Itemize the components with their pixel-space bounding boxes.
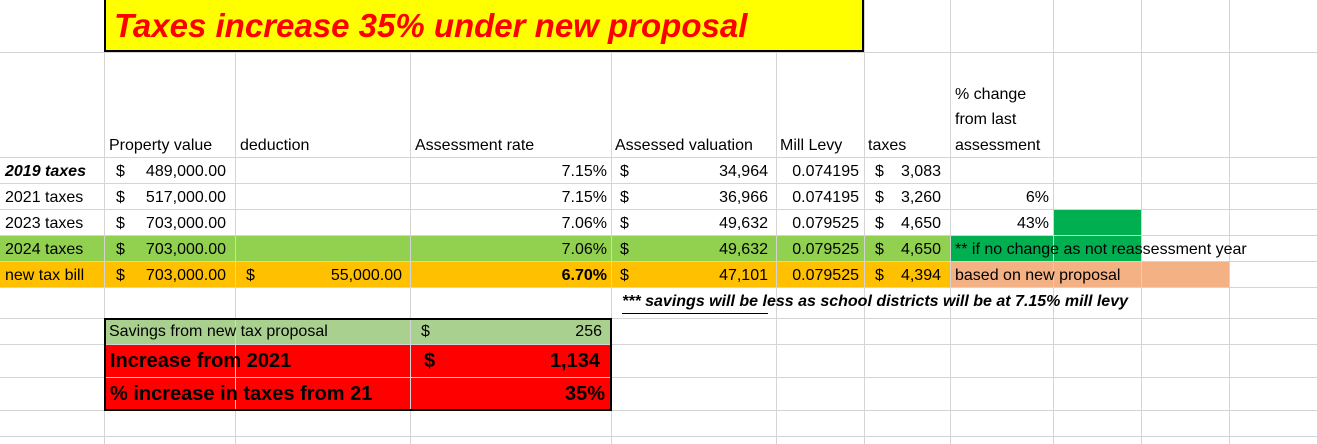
row-2024-fill <box>0 235 950 261</box>
cell-av-sym: $ <box>620 215 629 232</box>
row-label-2024[interactable]: 2024 taxes <box>5 241 84 258</box>
cell-taxes[interactable]: 4,394 <box>900 267 941 284</box>
header-pct-change-line1[interactable]: % change <box>955 86 1027 103</box>
cell-assessed-valuation[interactable]: 49,632 <box>719 215 768 232</box>
cell-pct-change[interactable]: 43% <box>1016 215 1049 232</box>
cell-property-value[interactable]: 703,000.00 <box>145 215 226 232</box>
cell-pv-sym: $ <box>116 267 125 284</box>
cell-taxes[interactable]: 3,083 <box>900 163 941 180</box>
row-label-2021[interactable]: 2021 taxes <box>5 189 84 206</box>
savings-value[interactable]: 256 <box>575 323 602 340</box>
row-label-new-tax-bill[interactable]: new tax bill <box>5 267 85 284</box>
header-assessment-rate[interactable]: Assessment rate <box>415 137 535 154</box>
cell-assessment-rate[interactable]: 6.70% <box>561 267 607 284</box>
cell-tax-sym: $ <box>875 241 884 258</box>
cell-property-value[interactable]: 703,000.00 <box>145 267 226 284</box>
pct-increase-value[interactable]: 35% <box>564 383 605 405</box>
cell-tax-sym: $ <box>875 267 884 284</box>
savings-fill <box>104 318 611 344</box>
cell-pv-sym: $ <box>116 241 125 258</box>
cell-pv-sym: $ <box>116 189 125 206</box>
row-2024-note-fill <box>950 235 1141 261</box>
cell-note-new[interactable]: based on new proposal <box>955 267 1121 284</box>
cell-assessment-rate[interactable]: 7.06% <box>561 241 607 258</box>
cell-assessed-valuation[interactable]: 47,101 <box>719 267 768 284</box>
cell-av-sym: $ <box>620 241 629 258</box>
cell-pv-sym: $ <box>116 163 125 180</box>
cell-av-sym: $ <box>620 189 629 206</box>
cell-av-sym: $ <box>620 267 629 284</box>
title-banner[interactable]: Taxes increase 35% under new proposal <box>104 0 864 52</box>
cell-assessed-valuation[interactable]: 49,632 <box>719 241 768 258</box>
cell-taxes[interactable]: 4,650 <box>900 241 941 258</box>
cell-tax-sym: $ <box>875 163 884 180</box>
cell-deduction[interactable]: 55,000.00 <box>330 267 402 284</box>
cell-mill-levy[interactable]: 0.074195 <box>792 163 859 180</box>
header-pct-change-line3: assessment <box>955 137 1041 154</box>
row-label-2023[interactable]: 2023 taxes <box>5 215 84 232</box>
page-title: Taxes increase 35% under new proposal <box>114 7 748 44</box>
cell-mill-levy[interactable]: 0.079525 <box>792 267 859 284</box>
cell-mill-levy[interactable]: 0.079525 <box>792 241 859 258</box>
footnote-underline <box>622 313 768 314</box>
cell-property-value[interactable]: 489,000.00 <box>145 163 226 180</box>
cell-av-sym: $ <box>620 163 629 180</box>
cell-taxes[interactable]: 3,260 <box>900 189 941 206</box>
cell-mill-levy[interactable]: 0.074195 <box>792 189 859 206</box>
header-mill-levy[interactable]: Mill Levy <box>780 137 843 154</box>
row-2023-green-cell <box>1053 209 1141 235</box>
increase-sym: $ <box>424 350 436 372</box>
header-deduction[interactable]: deduction <box>240 137 310 154</box>
row-label-2019[interactable]: 2019 taxes <box>5 163 86 180</box>
cell-property-value[interactable]: 517,000.00 <box>145 189 226 206</box>
cell-note-2024[interactable]: ** if no change as not reassessment year <box>955 241 1247 258</box>
cell-tax-sym: $ <box>875 215 884 232</box>
cell-tax-sym: $ <box>875 189 884 206</box>
cell-mill-levy[interactable]: 0.079525 <box>792 215 859 232</box>
header-taxes[interactable]: taxes <box>868 137 907 154</box>
cell-assessment-rate[interactable]: 7.15% <box>561 163 607 180</box>
cell-assessed-valuation[interactable]: 34,964 <box>719 163 768 180</box>
row-new-note-fill <box>950 261 1229 287</box>
header-property-value[interactable]: Property value <box>109 137 213 154</box>
savings-label[interactable]: Savings from new tax proposal <box>109 323 328 340</box>
increase-value[interactable]: 1,134 <box>549 350 600 372</box>
footnote[interactable]: *** savings will be less as school distr… <box>622 293 1128 310</box>
row-new-fill <box>0 261 950 287</box>
cell-deduction-sym: $ <box>246 267 255 284</box>
cell-assessment-rate[interactable]: 7.06% <box>561 215 607 232</box>
header-assessed-valuation[interactable]: Assessed valuation <box>615 137 753 154</box>
cell-pv-sym: $ <box>116 215 125 232</box>
cell-pct-change[interactable]: 6% <box>1025 189 1049 206</box>
savings-sym: $ <box>421 323 430 340</box>
cell-taxes[interactable]: 4,650 <box>900 215 941 232</box>
cell-assessed-valuation[interactable]: 36,966 <box>719 189 768 206</box>
increase-label[interactable]: Increase from 2021 <box>110 350 292 372</box>
pct-increase-label[interactable]: % increase in taxes from 21 <box>110 383 373 405</box>
header-pct-change-line2: from last <box>955 111 1017 128</box>
cell-property-value[interactable]: 703,000.00 <box>145 241 226 258</box>
cell-assessment-rate[interactable]: 7.15% <box>561 189 607 206</box>
